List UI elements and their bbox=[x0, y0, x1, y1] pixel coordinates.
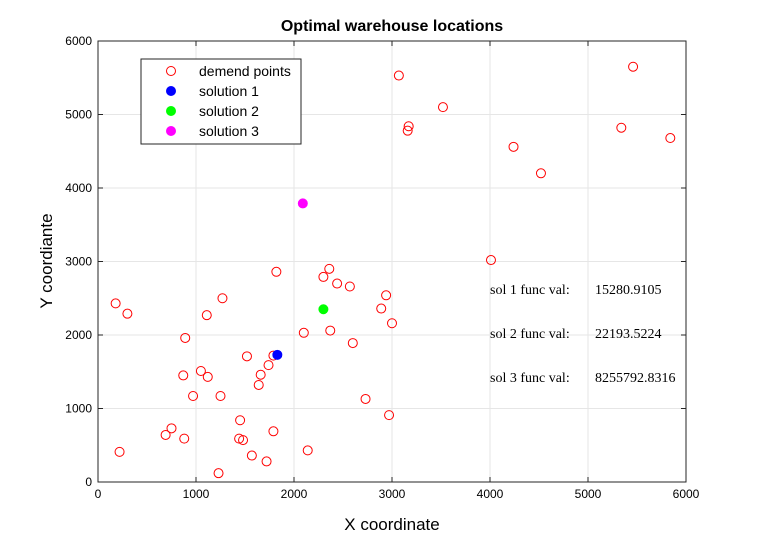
annotation-value: 15280.9105 bbox=[595, 283, 662, 298]
demand-point bbox=[235, 415, 246, 426]
demand-point bbox=[302, 445, 313, 456]
demand-point bbox=[246, 450, 257, 461]
demand-point bbox=[202, 371, 213, 382]
x-tick-label: 5000 bbox=[575, 487, 602, 501]
demand-point bbox=[318, 271, 329, 282]
demand-point bbox=[485, 255, 496, 266]
legend-marker bbox=[166, 66, 176, 76]
demand-point bbox=[195, 366, 206, 377]
y-tick-label: 4000 bbox=[65, 181, 92, 195]
demand-point bbox=[241, 351, 252, 362]
y-tick-label: 6000 bbox=[65, 34, 92, 48]
demand-point bbox=[298, 327, 309, 338]
demand-point bbox=[384, 410, 395, 421]
x-tick-label: 0 bbox=[95, 487, 102, 501]
demand-point bbox=[381, 290, 392, 301]
x-tick-label: 2000 bbox=[281, 487, 308, 501]
solution-point-2 bbox=[318, 304, 329, 315]
legend-marker bbox=[166, 86, 176, 96]
demand-point bbox=[253, 379, 264, 390]
y-axis-label: Y coordiante bbox=[37, 213, 56, 308]
demand-point bbox=[178, 370, 189, 381]
demand-point bbox=[261, 456, 272, 467]
y-tick-label: 5000 bbox=[65, 108, 92, 122]
demand-point bbox=[437, 102, 448, 113]
demand-point bbox=[271, 266, 282, 277]
chart-title: Optimal warehouse locations bbox=[281, 18, 503, 35]
legend-entry-label: demend points bbox=[199, 63, 291, 79]
function-value-annotations: sol 1 func val: 15280.9105 sol 2 func val:… bbox=[490, 283, 676, 386]
demand-point bbox=[376, 303, 387, 314]
legend-marker bbox=[166, 106, 176, 116]
y-tick-label: 0 bbox=[85, 475, 92, 489]
demand-point bbox=[403, 121, 414, 132]
demand-point bbox=[344, 281, 355, 292]
data-points bbox=[110, 61, 676, 479]
demand-point bbox=[238, 435, 249, 446]
demand-point bbox=[166, 423, 177, 434]
legend-entry-label: solution 1 bbox=[199, 83, 259, 99]
demand-point bbox=[325, 325, 336, 336]
demand-point bbox=[665, 133, 676, 144]
y-tick-label: 2000 bbox=[65, 328, 92, 342]
demand-point bbox=[122, 308, 133, 319]
demand-point bbox=[535, 168, 546, 179]
demand-point bbox=[508, 141, 519, 152]
demand-point bbox=[213, 468, 224, 479]
x-tick-label: 4000 bbox=[477, 487, 504, 501]
demand-point bbox=[255, 369, 266, 380]
demand-point bbox=[268, 426, 279, 437]
solution-point-1 bbox=[272, 349, 283, 360]
x-axis-label: X coordinate bbox=[344, 515, 439, 534]
legend-entry-label: solution 2 bbox=[199, 103, 259, 119]
legend-marker bbox=[166, 126, 176, 136]
demand-point bbox=[347, 338, 358, 349]
demand-point bbox=[616, 122, 627, 133]
legend-entry-label: solution 3 bbox=[199, 123, 259, 139]
demand-point bbox=[188, 391, 199, 402]
demand-point bbox=[263, 360, 274, 371]
demand-point bbox=[393, 70, 404, 81]
demand-point bbox=[114, 446, 125, 457]
annotation-value: 8255792.8316 bbox=[595, 371, 676, 386]
annotation-label: sol 2 func val: bbox=[490, 327, 570, 342]
demand-point bbox=[628, 61, 639, 72]
y-tick-label: 1000 bbox=[65, 402, 92, 416]
axis-ticks: 0 1000 2000 3000 4000 5000 6000 0 1000 2000 3000 40… bbox=[65, 34, 699, 501]
legend: demend points solution 1 solution 2 solutio… bbox=[140, 58, 302, 145]
annotation-label: sol 3 func val: bbox=[490, 371, 570, 386]
demand-point bbox=[324, 263, 335, 274]
demand-point bbox=[332, 278, 343, 289]
y-tick-label: 3000 bbox=[65, 255, 92, 269]
annotation-label: sol 1 func val: bbox=[490, 283, 570, 298]
demand-point bbox=[217, 293, 228, 304]
demand-point bbox=[360, 393, 371, 404]
x-tick-label: 6000 bbox=[673, 487, 700, 501]
demand-point bbox=[179, 433, 190, 444]
annotation-value: 22193.5224 bbox=[595, 327, 662, 342]
demand-point bbox=[402, 125, 413, 136]
x-tick-label: 3000 bbox=[379, 487, 406, 501]
demand-point bbox=[201, 310, 212, 321]
demand-point bbox=[110, 298, 121, 309]
demand-point bbox=[160, 429, 171, 440]
demand-point bbox=[215, 391, 226, 402]
solution-point-3 bbox=[297, 198, 308, 209]
x-tick-label: 1000 bbox=[183, 487, 210, 501]
demand-point bbox=[387, 318, 397, 329]
demand-point bbox=[180, 332, 191, 343]
